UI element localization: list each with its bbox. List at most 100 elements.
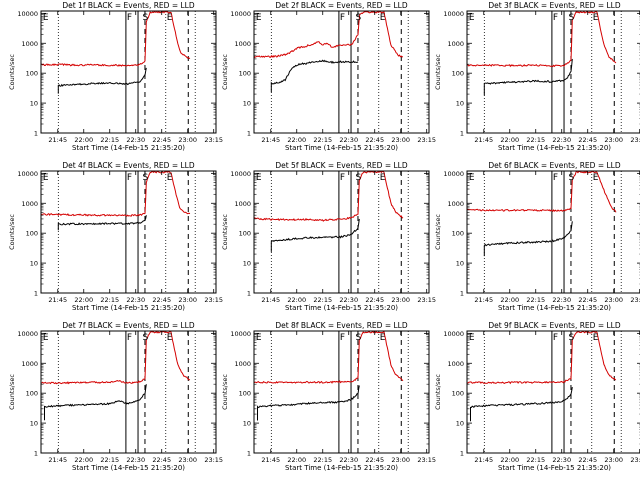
x-tick-label: 22:30: [126, 296, 145, 304]
detector-panel: Det 1f BLACK = Events, RED = LLD 1 10 100 10…: [8, 1, 223, 152]
y-tick-label: 10: [456, 100, 464, 108]
y-axis-title: Counts/sec: [434, 54, 442, 90]
region-marker-label: E: [43, 13, 49, 23]
y-axis-title: Counts/sec: [8, 374, 16, 410]
detector-panel: Det 9f BLACK = Events, RED = LLD 1 10 100 10…: [434, 321, 640, 472]
events-series-line: [257, 385, 360, 421]
region-marker-label: F: [127, 13, 132, 23]
plot-frame: [253, 330, 430, 454]
region-marker-label: F: [553, 173, 558, 183]
y-tick-label: 1: [247, 130, 251, 138]
y-tick-label: 10: [456, 420, 464, 428]
x-axis-title: Start Time (14-Feb-15 21:35:20): [498, 144, 611, 152]
plot-frame: [466, 330, 640, 454]
x-tick-label: 22:00: [74, 456, 93, 464]
x-tick-label: 22:30: [339, 296, 358, 304]
events-series-line: [270, 218, 360, 252]
y-tick-label: 100: [26, 70, 38, 78]
region-marker-label: F: [553, 333, 558, 343]
y-tick-label: 10: [30, 420, 38, 428]
region-marker-label: S: [355, 333, 361, 343]
x-tick-label: 22:30: [339, 136, 358, 144]
region-marker-label: S: [142, 13, 148, 23]
detector-panel: Det 6f BLACK = Events, RED = LLD 1 10 100 10…: [434, 161, 640, 312]
x-tick-label: 22:00: [287, 296, 306, 304]
x-tick-label: 22:00: [500, 296, 519, 304]
x-tick-label: 23:00: [604, 456, 623, 464]
y-tick-label: 1: [460, 130, 464, 138]
region-marker-label: E: [593, 173, 599, 183]
x-axis-title: Start Time (14-Feb-15 21:35:20): [285, 464, 398, 472]
lld-series-line: [254, 11, 404, 58]
region-marker-label: E: [380, 13, 386, 23]
y-tick-label: 10: [30, 260, 38, 268]
panel-title: Det 5f BLACK = Events, RED = LLD: [275, 161, 408, 170]
plot-frame: [40, 330, 217, 454]
x-tick-label: 21:45: [261, 136, 280, 144]
x-tick-label: 21:45: [48, 456, 67, 464]
x-tick-label: 23:15: [204, 136, 223, 144]
y-tick-label: 1000: [234, 200, 251, 208]
y-tick-label: 10000: [443, 10, 464, 18]
region-marker-label: E: [469, 13, 475, 23]
region-marker-label: E: [256, 13, 262, 23]
y-tick-label: 100: [239, 390, 251, 398]
x-tick-label: 22:15: [526, 296, 545, 304]
x-axis-title: Start Time (14-Feb-15 21:35:20): [72, 464, 185, 472]
x-tick-label: 23:15: [204, 456, 223, 464]
x-tick-label: 21:45: [261, 456, 280, 464]
y-tick-label: 1000: [447, 40, 464, 48]
x-tick-label: 22:45: [152, 296, 171, 304]
x-tick-label: 23:00: [391, 296, 410, 304]
y-tick-label: 10000: [17, 330, 38, 338]
region-marker-label: E: [593, 13, 599, 23]
y-axis-title: Counts/sec: [434, 214, 442, 250]
x-tick-label: 22:45: [152, 136, 171, 144]
y-tick-label: 10: [30, 100, 38, 108]
x-tick-label: 22:15: [313, 296, 332, 304]
lld-series-line: [41, 11, 191, 67]
panel-title: Det 9f BLACK = Events, RED = LLD: [488, 321, 621, 330]
y-tick-label: 100: [239, 70, 251, 78]
x-tick-label: 22:30: [339, 456, 358, 464]
panel-title: Det 7f BLACK = Events, RED = LLD: [62, 321, 195, 330]
y-axis-title: Counts/sec: [434, 374, 442, 410]
x-tick-label: 22:15: [526, 136, 545, 144]
x-axis-title: Start Time (14-Feb-15 21:35:20): [72, 304, 185, 312]
y-tick-label: 1: [460, 290, 464, 298]
x-tick-label: 22:00: [287, 136, 306, 144]
lld-series-line: [41, 331, 191, 385]
y-tick-label: 10: [456, 260, 464, 268]
x-tick-label: 23:15: [630, 296, 640, 304]
y-tick-label: 1000: [21, 360, 38, 368]
x-tick-label: 23:00: [391, 136, 410, 144]
detector-panel: Det 5f BLACK = Events, RED = LLD 1 10 100 10…: [221, 161, 436, 312]
x-tick-label: 22:00: [74, 296, 93, 304]
y-tick-label: 100: [452, 230, 464, 238]
x-tick-label: 22:15: [313, 456, 332, 464]
plot-frame: [40, 170, 217, 294]
x-axis-title: Start Time (14-Feb-15 21:35:20): [285, 144, 398, 152]
region-marker-label: E: [167, 13, 173, 23]
region-marker-label: F: [340, 173, 345, 183]
y-tick-label: 10: [243, 260, 251, 268]
x-tick-label: 22:45: [578, 136, 597, 144]
detector-panel: Det 7f BLACK = Events, RED = LLD 1 10 100 10…: [8, 321, 223, 472]
x-tick-label: 22:00: [74, 136, 93, 144]
plot-frame: [40, 10, 217, 134]
region-marker-label: F: [553, 13, 558, 23]
region-marker-label: F: [340, 333, 345, 343]
panel-title: Det 1f BLACK = Events, RED = LLD: [62, 1, 195, 10]
x-tick-label: 22:30: [552, 296, 571, 304]
x-tick-label: 22:30: [126, 136, 145, 144]
region-marker-label: E: [256, 173, 262, 183]
events-series-line: [470, 387, 573, 422]
panel-title: Det 3f BLACK = Events, RED = LLD: [488, 1, 621, 10]
y-tick-label: 100: [26, 230, 38, 238]
region-marker-label: E: [593, 333, 599, 343]
x-tick-label: 22:00: [500, 456, 519, 464]
x-tick-label: 22:45: [578, 296, 597, 304]
y-tick-label: 1: [247, 290, 251, 298]
y-tick-label: 10000: [230, 10, 251, 18]
